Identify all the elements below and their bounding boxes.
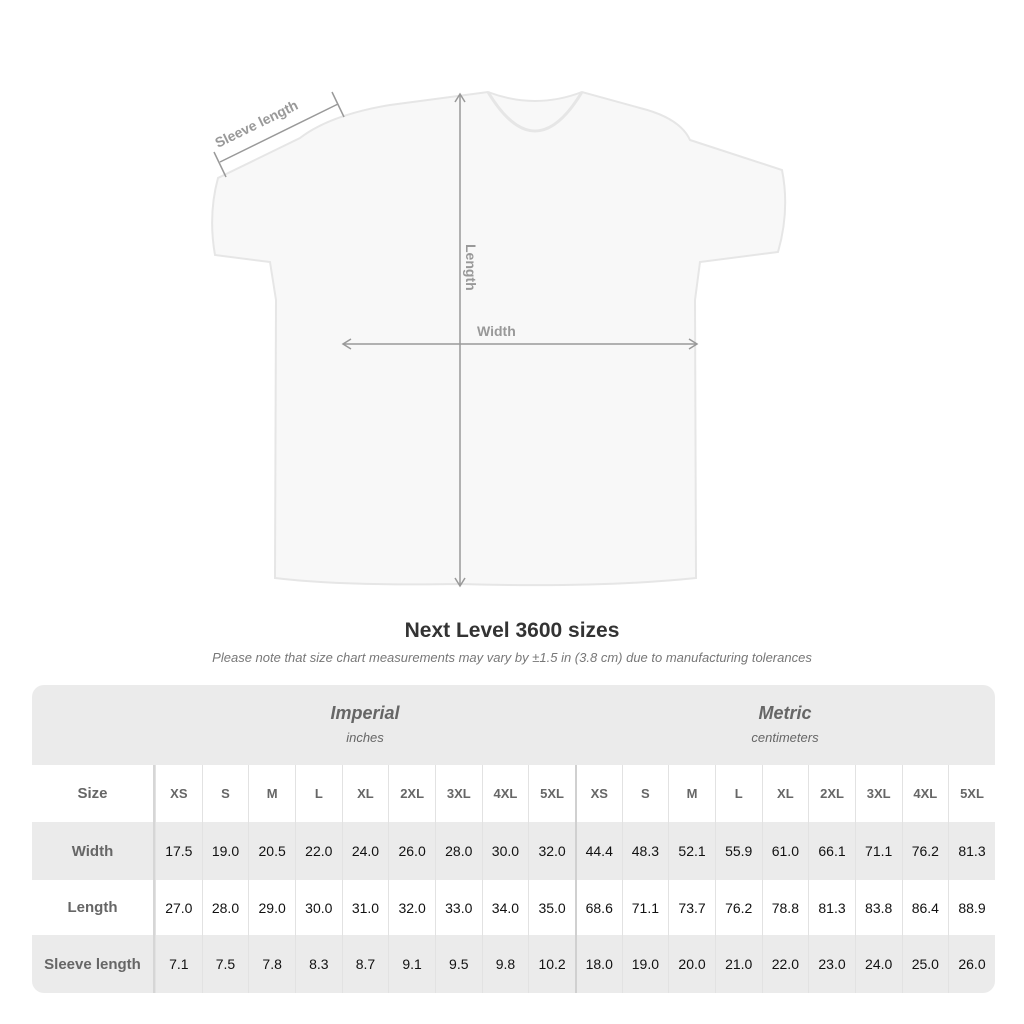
page-title: Next Level 3600 sizes [404,619,620,642]
value-cell: 55.9 [714,822,762,880]
measure-lines [213,91,699,588]
tshirt-diagram: Sleeve length Length Width [211,90,787,588]
value-cell: 10.2 [528,935,575,993]
width-label: Width [477,323,516,339]
value-cell: 28.0 [434,822,482,880]
metric-header: Metric centimeters [575,685,995,765]
value-cell: 34.0 [481,880,529,935]
value-cell: 73.7 [668,880,715,935]
value-cell: 21.0 [714,935,762,993]
collar [486,91,584,133]
value-cell: 7.1 [155,935,202,993]
value-cell: 8.3 [294,935,342,993]
size-header-cell: 2XL [808,765,855,822]
row-label: Size [32,765,155,822]
value-cell: 33.0 [434,880,482,935]
table-row: Length 27.0 28.0 29.0 30.0 31.0 32.0 33.0 34.0 35… [32,880,995,935]
value-cell: 23.0 [808,935,855,993]
value-cell: 9.1 [388,935,435,993]
value-cell: 18.0 [574,935,622,993]
value-cell: 78.8 [761,880,809,935]
value-cell: 31.0 [341,880,389,935]
size-header-cell: S [201,765,249,822]
size-header-cell: 5XL [528,765,575,822]
sleeve-length-label: Sleeve length [212,97,300,151]
tolerance-note: Please note that size chart measurements… [212,650,812,665]
length-label: Length [463,244,479,291]
value-cell: 24.0 [854,935,902,993]
size-header-cell: XL [761,765,809,822]
value-cell: 25.0 [901,935,949,993]
size-header-cell: 2XL [388,765,435,822]
value-cell: 26.0 [948,935,995,993]
value-cell: 7.5 [201,935,249,993]
value-cell: 32.0 [528,822,575,880]
value-cell: 9.5 [434,935,482,993]
size-header-cell: 4XL [481,765,529,822]
value-cell: 30.0 [481,822,529,880]
size-header-cell: M [248,765,295,822]
value-cell: 8.7 [341,935,389,993]
value-cell: 9.8 [481,935,529,993]
value-cell: 81.3 [948,822,995,880]
value-cell: 68.6 [574,880,622,935]
value-cell: 26.0 [388,822,435,880]
size-header-cell: XS [155,765,202,822]
size-header-cell: 4XL [901,765,949,822]
value-cell: 76.2 [714,880,762,935]
metric-sub: centimeters [751,730,819,745]
value-cell: 61.0 [761,822,809,880]
size-header-cell: M [668,765,715,822]
value-cell: 27.0 [155,880,202,935]
value-cell: 22.0 [294,822,342,880]
row-label: Sleeve length [32,935,155,993]
size-header-cell: 3XL [854,765,902,822]
value-cell: 7.8 [248,935,295,993]
imperial-sub: inches [346,730,384,745]
size-header-cell: 5XL [948,765,995,822]
value-cell: 30.0 [294,880,342,935]
size-header-cell: XL [341,765,389,822]
value-cell: 22.0 [761,935,809,993]
tshirt-shape [211,90,787,587]
size-table: Imperial inches Metric centimeters Size X… [32,685,995,993]
table-row: Sleeve length 7.1 7.5 7.8 8.3 8.7 9.1 9.5 9.8 10.… [32,935,995,993]
value-cell: 44.4 [574,822,622,880]
value-cell: 29.0 [248,880,295,935]
value-cell: 86.4 [901,880,949,935]
imperial-unit: Imperial [330,703,400,723]
value-cell: 48.3 [621,822,669,880]
size-header-cell: S [621,765,669,822]
value-cell: 19.0 [621,935,669,993]
value-cell: 83.8 [854,880,902,935]
value-cell: 81.3 [808,880,855,935]
value-cell: 17.5 [155,822,202,880]
value-cell: 28.0 [201,880,249,935]
metric-unit: Metric [758,703,812,723]
value-cell: 88.9 [948,880,995,935]
size-header-cell: L [294,765,342,822]
value-cell: 24.0 [341,822,389,880]
value-cell: 20.0 [668,935,715,993]
value-cell: 66.1 [808,822,855,880]
value-cell: 20.5 [248,822,295,880]
value-cell: 19.0 [201,822,249,880]
size-header-cell: L [714,765,762,822]
value-cell: 71.1 [621,880,669,935]
value-cell: 76.2 [901,822,949,880]
imperial-header: Imperial inches [155,685,575,765]
row-label: Width [32,822,155,880]
size-header-cell: 3XL [434,765,482,822]
row-label: Length [32,880,155,935]
value-cell: 71.1 [854,822,902,880]
size-header-cell: XS [574,765,622,822]
value-cell: 32.0 [388,880,435,935]
size-header-row: Size XS S M L XL 2XL 3XL 4XL 5XL XS S M L XL 2XL 3XL 4XL 5… [32,765,995,822]
value-cell: 35.0 [528,880,575,935]
table-row: Width 17.5 19.0 20.5 22.0 24.0 26.0 28.0 30.0 32.… [32,822,995,880]
value-cell: 52.1 [668,822,715,880]
